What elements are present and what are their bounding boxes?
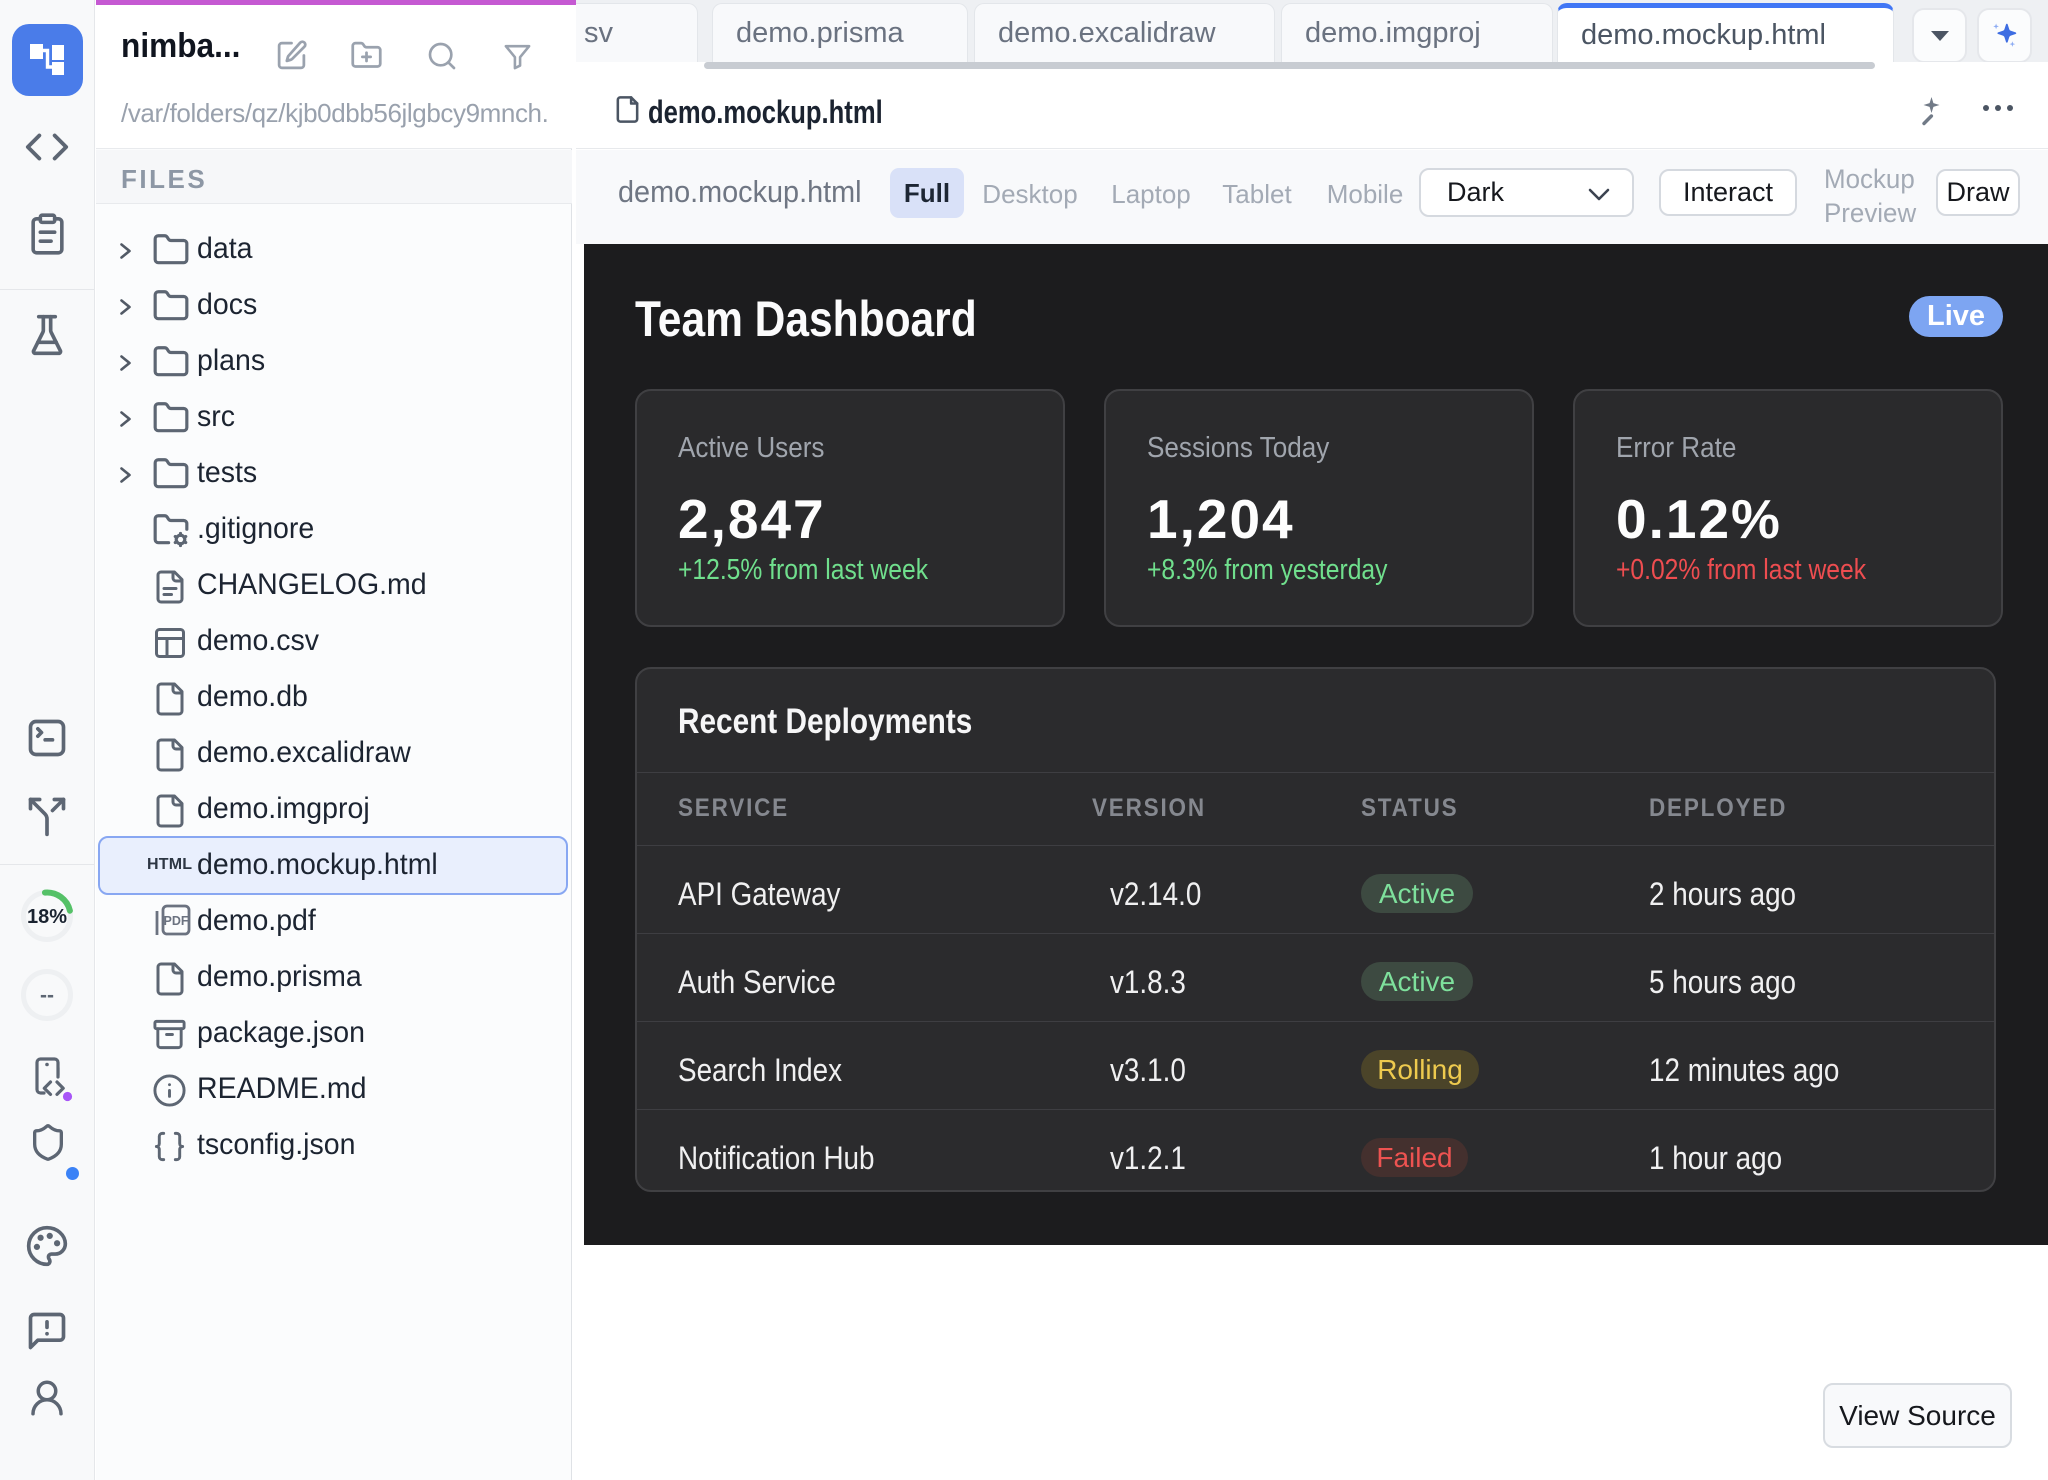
- svg-text:18%: 18%: [27, 906, 67, 928]
- svg-text:PDF: PDF: [164, 914, 189, 928]
- svg-text:--: --: [40, 984, 54, 1007]
